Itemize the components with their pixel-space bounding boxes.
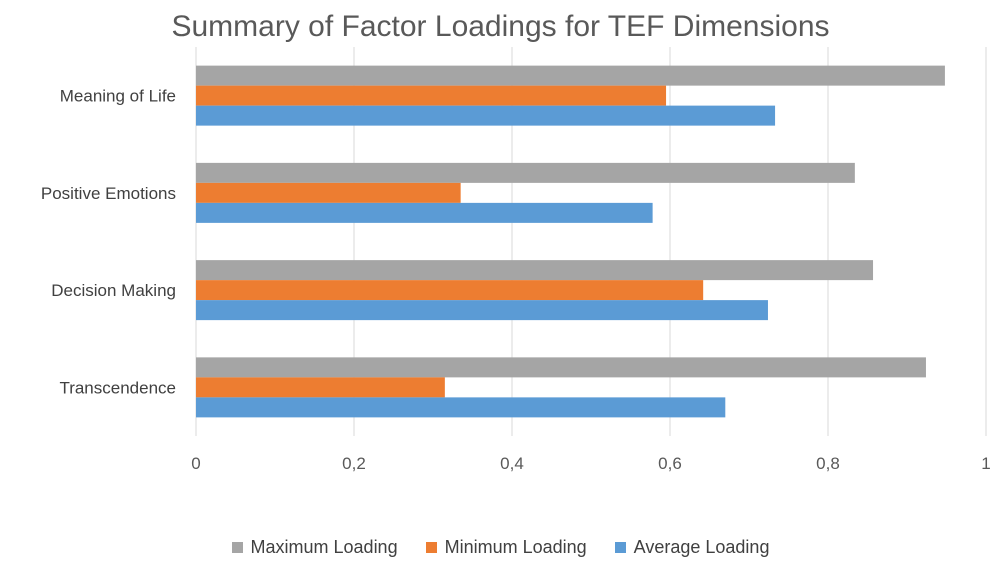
category-label: Transcendence xyxy=(59,378,176,397)
category-labels: Meaning of Life Positive Emotions Decision… xyxy=(41,87,176,398)
bar xyxy=(196,162,855,183)
bar xyxy=(196,397,726,418)
chart-title: Summary of Factor Loadings for TEF Dimen… xyxy=(171,10,830,43)
bar xyxy=(196,300,768,321)
category-label: Meaning of Life xyxy=(60,87,176,106)
bar xyxy=(196,357,926,378)
legend-item: Maximum Loading xyxy=(231,537,398,558)
bar xyxy=(196,85,667,106)
bar xyxy=(196,105,776,126)
legend-label: Maximum Loading xyxy=(250,537,398,557)
bar xyxy=(196,202,653,223)
bar xyxy=(196,182,461,203)
x-tick-label: 0 xyxy=(191,454,200,473)
legend-swatch xyxy=(231,542,243,553)
category-label: Decision Making xyxy=(51,281,176,300)
legend-item: Minimum Loading xyxy=(425,537,587,558)
x-tick-label: 0,8 xyxy=(816,454,840,473)
legend-label: Minimum Loading xyxy=(444,537,587,557)
bar xyxy=(196,65,945,86)
x-tick-labels: 0 0,2 0,4 0,6 0,8 1 xyxy=(191,454,990,473)
legend-item: Average Loading xyxy=(614,537,770,558)
category-label: Positive Emotions xyxy=(41,184,176,203)
bar xyxy=(196,377,445,398)
legend-label: Average Loading xyxy=(633,537,770,557)
legend-swatch xyxy=(614,542,626,553)
bar xyxy=(196,260,874,281)
bar xyxy=(196,280,704,301)
bars xyxy=(196,65,945,418)
x-tick-label: 0,4 xyxy=(500,454,524,473)
x-tick-label: 1 xyxy=(981,454,990,473)
legend-swatch xyxy=(425,542,437,553)
legend: Maximum Loading Minimum Loading Average Lo… xyxy=(0,537,1001,558)
x-tick-label: 0,6 xyxy=(658,454,682,473)
x-tick-label: 0,2 xyxy=(342,454,366,473)
